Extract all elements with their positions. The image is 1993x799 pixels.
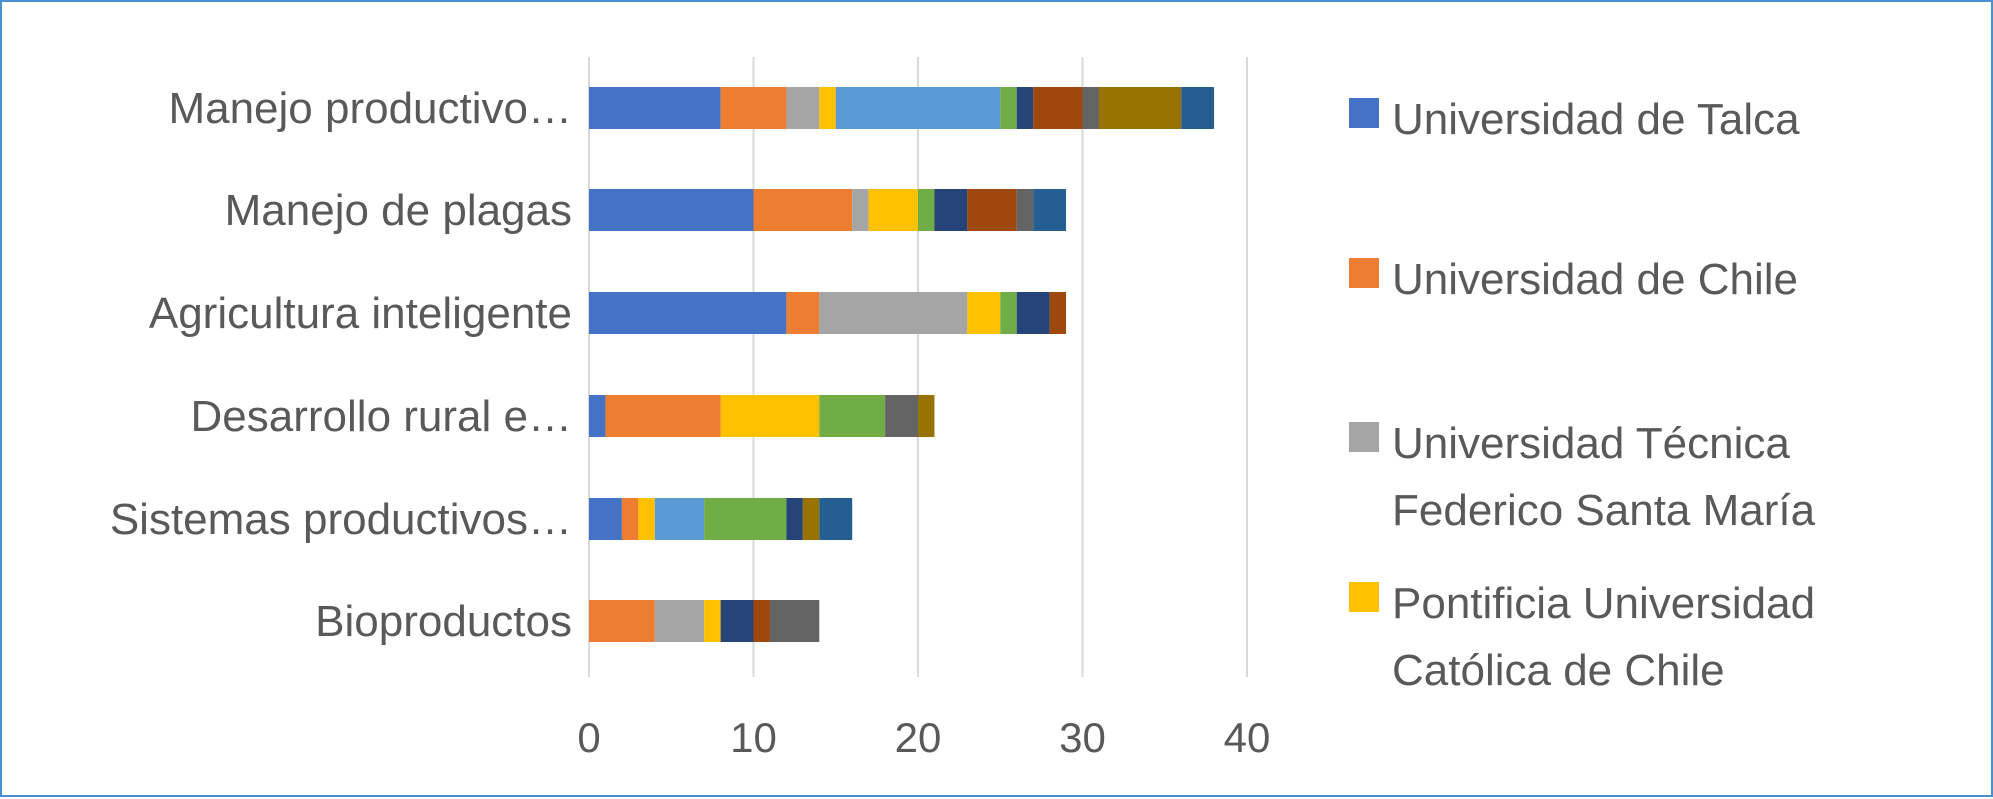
category-label-manejo-de-plagas: Manejo de plagas	[225, 186, 572, 235]
category-label-bioproductos: Bioproductos	[315, 597, 572, 646]
bar-segment-manejo-de-plagas-series-1	[589, 189, 754, 231]
bar-segment-manejo-de-plagas-series-11	[1033, 189, 1067, 231]
bar-segment-manejo-de-plagas-series-2	[753, 189, 853, 231]
bar-segment-desarrollo-rural-e-series-10	[918, 395, 935, 437]
bar-segment-manejo-productivo-series-3	[786, 87, 820, 129]
bar-segment-sistemas-productivos-series-4	[638, 498, 655, 540]
bar-segment-manejo-productivo-series-7	[1016, 87, 1034, 129]
x-axis-tick-labels: 0 10 20 30 40	[577, 714, 1270, 761]
bar-segment-sistemas-productivos-series-7	[786, 498, 803, 540]
x-tick-label-10: 10	[730, 714, 777, 761]
bar-segment-manejo-productivo-series-2	[720, 87, 787, 129]
category-label-desarrollo-rural-e: Desarrollo rural e…	[191, 392, 572, 441]
bar-segment-manejo-de-plagas-series-6	[918, 189, 935, 231]
legend-label-universidad-de-chile: Universidad de Chile	[1392, 255, 1798, 304]
bar-segment-agricultura-inteligente-series-2	[786, 292, 820, 334]
bar-segment-manejo-productivo-series-1	[589, 87, 721, 129]
bar-segment-manejo-de-plagas-series-4	[868, 189, 918, 231]
legend-swatch-universidad-de-chile	[1349, 258, 1379, 288]
bar-segment-sistemas-productivos-series-11	[819, 498, 853, 540]
bar-segment-manejo-productivo-series-4	[819, 87, 836, 129]
bar-segment-manejo-productivo-series-10	[1098, 87, 1182, 129]
bar-segment-agricultura-inteligente-series-8	[1049, 292, 1067, 334]
bar-segment-agricultura-inteligente-series-4	[967, 292, 1001, 334]
legend-swatch-universidad-tecnica-federico-santa-maria	[1349, 422, 1379, 452]
category-label-agricultura-inteligente: Agricultura inteligente	[149, 289, 572, 338]
bar-segment-agricultura-inteligente-series-7	[1016, 292, 1050, 334]
bar-segment-bioproductos-series-2	[589, 600, 655, 642]
x-tick-label-40: 40	[1224, 714, 1271, 761]
bar-segment-bioproductos-series-4	[704, 600, 721, 642]
bar-segment-manejo-productivo-series-6	[1000, 87, 1017, 129]
bar-segment-sistemas-productivos-series-5	[654, 498, 705, 540]
category-labels: Manejo productivo… Manejo de plagas Agricu…	[110, 84, 572, 646]
bar-segment-bioproductos-series-8	[753, 600, 770, 642]
bar-segment-bioproductos-series-7	[720, 600, 754, 642]
x-tick-label-30: 30	[1059, 714, 1106, 761]
bar-segment-desarrollo-rural-e-series-1	[589, 395, 606, 437]
bar-segment-sistemas-productivos-series-1	[589, 498, 622, 540]
bar-segment-manejo-productivo-series-8	[1033, 87, 1083, 129]
bar-segment-manejo-productivo-series-11	[1181, 87, 1215, 129]
bar-segment-desarrollo-rural-e-series-2	[605, 395, 721, 437]
legend-label-pontificia-universidad-catolica-de-chile: Pontificia Universidad Católica de Chile	[1392, 579, 1815, 695]
grid-layer	[588, 57, 1248, 677]
x-tick-label-0: 0	[577, 714, 600, 761]
legend: Universidad de Talca Universidad de Chile…	[1349, 95, 1816, 695]
bar-segment-manejo-de-plagas-series-7	[934, 189, 968, 231]
legend-label-universidad-de-talca: Universidad de Talca	[1392, 95, 1800, 144]
bar-segment-manejo-de-plagas-series-9	[1016, 189, 1034, 231]
bar-segment-desarrollo-rural-e-series-4	[720, 395, 820, 437]
legend-swatch-pontificia-universidad-catolica-de-chile	[1349, 582, 1379, 612]
bar-segment-sistemas-productivos-series-10	[802, 498, 820, 540]
bar-segment-bioproductos-series-3	[654, 600, 705, 642]
bar-segment-manejo-de-plagas-series-8	[967, 189, 1017, 231]
bar-segment-agricultura-inteligente-series-6	[1000, 292, 1017, 334]
bar-segment-agricultura-inteligente-series-3	[819, 292, 968, 334]
bars-layer	[589, 87, 1215, 642]
bar-segment-agricultura-inteligente-series-1	[589, 292, 787, 334]
legend-swatch-universidad-de-talca	[1349, 98, 1379, 128]
category-label-manejo-productivo: Manejo productivo…	[168, 84, 572, 133]
bar-segment-manejo-productivo-series-5	[835, 87, 1001, 129]
bar-segment-manejo-de-plagas-series-3	[852, 189, 869, 231]
bar-segment-desarrollo-rural-e-series-9	[885, 395, 918, 437]
bar-segment-desarrollo-rural-e-series-6	[819, 395, 886, 437]
category-label-sistemas-productivos: Sistemas productivos…	[110, 495, 572, 544]
bar-segment-sistemas-productivos-series-2	[621, 498, 639, 540]
bar-segment-bioproductos-series-9	[769, 600, 820, 642]
bar-segment-sistemas-productivos-series-6	[704, 498, 787, 540]
legend-label-universidad-tecnica-federico-santa-maria: Universidad Técnica Federico Santa María	[1392, 419, 1816, 535]
x-tick-label-20: 20	[895, 714, 942, 761]
bar-segment-manejo-productivo-series-9	[1082, 87, 1099, 129]
